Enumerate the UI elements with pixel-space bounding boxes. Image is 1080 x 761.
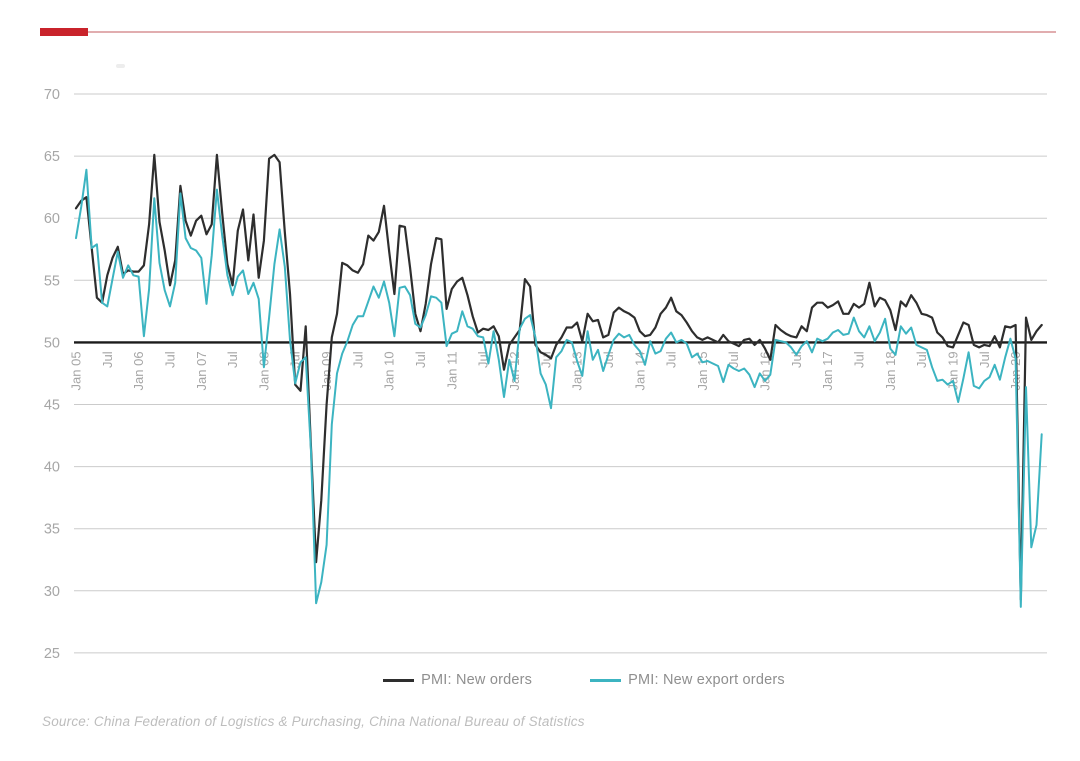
x-tick-label: Jan 08 [256,351,271,390]
y-tick-label: 35 [44,522,60,538]
x-tick-label: Jul [726,351,741,368]
series-line-new-orders [74,153,1043,601]
y-tick-label: 25 [44,646,60,662]
x-tick-label: Jan 17 [820,351,835,390]
x-tick-label: Jul [100,351,115,368]
brand-accent-bar [40,28,88,36]
x-tick-label: Jul [350,351,365,368]
y-tick-label: 55 [44,273,60,289]
x-tick-label: Jul [852,351,867,368]
x-tick-label: Jan 07 [194,351,209,390]
x-tick-label: Jul [789,351,804,368]
x-tick-label: Jan 18 [883,351,898,390]
source-note: Source: China Federation of Logistics & … [42,714,585,729]
legend-line-swatch-new-orders [383,678,415,682]
x-tick-label: Jan 10 [382,351,397,390]
x-tick-label: Jan 14 [632,351,647,390]
legend-item-new-orders: PMI: New orders [383,672,532,688]
y-tick-label: 70 [44,87,60,103]
x-tick-label: Jul [538,351,553,368]
x-tick-label: Jul [413,351,428,368]
x-tick-label: Jan 11 [444,351,459,389]
legend-line-swatch-new-export-orders [590,678,622,682]
x-tick-label: Jan 12 [507,351,522,390]
y-tick-label: 45 [44,398,60,414]
x-tick-label: Jan 16 [758,351,773,390]
x-tick-label: Jan 09 [319,351,334,390]
x-tick-label: Jul [977,351,992,368]
x-tick-label: Jan 06 [131,351,146,390]
series-line-new-export-orders [75,168,1043,608]
y-tick-label: 60 [44,211,60,227]
x-tick-label: Jul [162,351,177,368]
y-tick-label: 40 [44,460,60,476]
legend-item-new-export-orders: PMI: New export orders [590,672,785,688]
legend-label-new-export-orders: PMI: New export orders [628,672,785,688]
x-tick-label: Jul [914,351,929,368]
y-tick-label: 30 [44,584,60,600]
x-tick-label: Jul [225,351,240,368]
x-tick-label: Jan 15 [695,351,710,390]
x-tick-label: Jan 05 [69,351,84,390]
x-tick-label: Jan 13 [570,351,585,390]
y-tick-label: 65 [44,149,60,165]
brand-accent-line [88,31,1056,33]
legend-label-new-orders: PMI: New orders [421,672,533,688]
chart-legend: PMI: New orders PMI: New export orders [0,672,1080,688]
x-tick-label: Jul [664,351,679,368]
y-tick-label: 50 [44,335,60,351]
faint-mark [116,64,125,68]
x-tick-label: Jan 19 [945,351,960,390]
pmi-line-chart: 25 30 35 40 45 50 55 60 65 70 Jan 05 Jul Jan 06 Jul Ja… [44,87,1047,662]
